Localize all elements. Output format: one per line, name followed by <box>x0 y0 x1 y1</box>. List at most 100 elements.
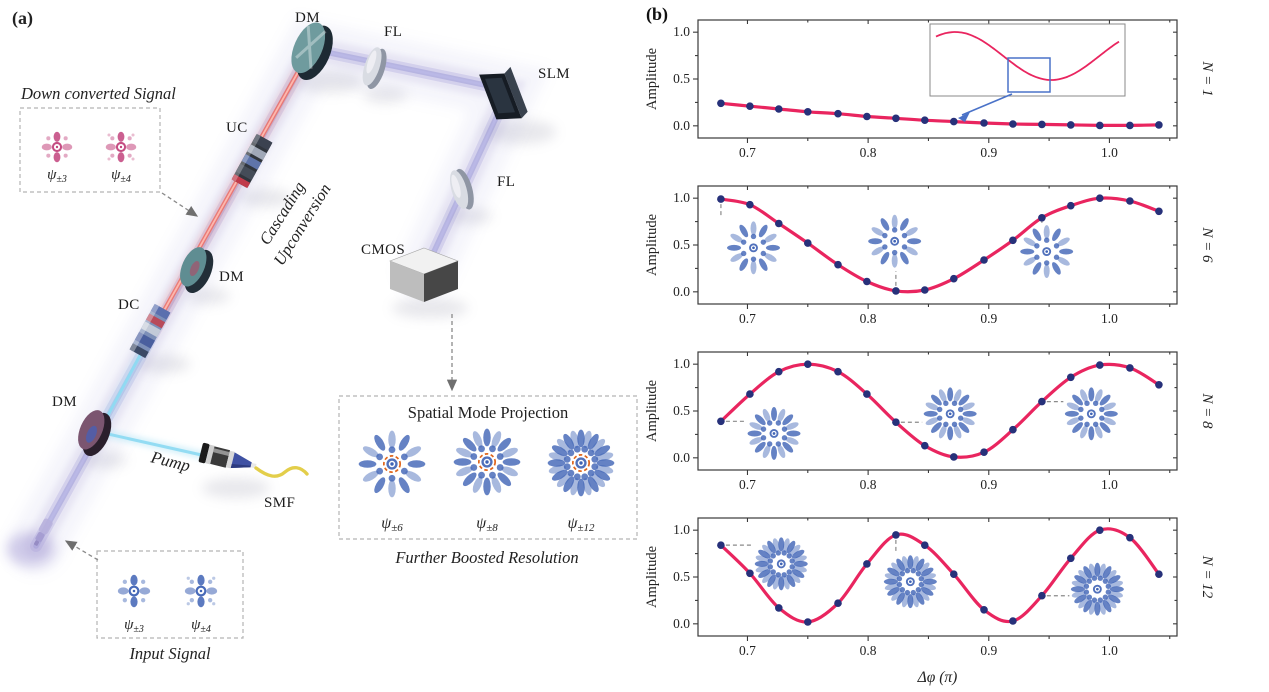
mode-petal <box>782 441 794 453</box>
mode-core-ring <box>481 456 493 468</box>
data-point <box>980 119 988 127</box>
panel-b-plots: (b) 0.7 0.8 0.9 1.0 1.0 0.5 0.0 Amplitude N = 1 … <box>640 0 1269 692</box>
data-point <box>863 112 871 121</box>
x-tick-label: 0.7 <box>739 477 756 492</box>
data-point <box>892 531 900 539</box>
panel-b-label: (b) <box>646 4 668 24</box>
mode-core-ring <box>51 141 63 153</box>
uc-crystal <box>231 133 273 189</box>
mode-petal <box>905 246 918 256</box>
mode-blob <box>1105 589 1112 595</box>
mode-dot <box>189 598 194 603</box>
mode-petal <box>556 438 571 453</box>
mode-petal <box>907 238 922 245</box>
mode-blob <box>899 570 906 577</box>
mode-petal <box>547 459 566 467</box>
cmos-label: CMOS <box>361 242 405 258</box>
mode-petal <box>782 414 794 426</box>
mode-blob <box>496 453 504 460</box>
mode-petal <box>931 422 942 433</box>
mode-blob <box>376 453 384 461</box>
mode-petal <box>750 221 757 236</box>
mode-pattern-dc-psi3 <box>41 131 73 163</box>
mode-petal <box>880 251 890 265</box>
amplitude-axis-label: Amplitude <box>644 214 660 276</box>
mode-petal <box>1052 228 1061 241</box>
data-point <box>1038 591 1046 600</box>
mode-pattern-plot-1 <box>868 214 922 268</box>
mode-blob <box>470 464 478 471</box>
mode-petal <box>594 469 611 481</box>
mode-petal <box>1099 422 1111 433</box>
mode-petal <box>1023 256 1037 266</box>
mode-petal <box>758 549 771 559</box>
mode-petal <box>884 583 899 591</box>
dm-label-bottom: DM <box>52 394 77 410</box>
mode-pattern-in-psi3 <box>117 574 151 608</box>
mode-blob <box>1091 597 1098 603</box>
mode-blob <box>891 227 898 233</box>
mode-core-ring <box>115 141 127 153</box>
arrow-input-to-beam <box>64 540 99 561</box>
psi-label-in-3: ψ±3 <box>124 617 144 635</box>
mode-blob <box>951 400 958 407</box>
mode-blob <box>1084 400 1090 407</box>
mode-petal <box>785 437 799 445</box>
mode-petal <box>563 476 575 493</box>
mode-blob <box>767 558 773 564</box>
data-point <box>834 109 842 118</box>
mode-petal <box>577 478 585 497</box>
mode-petal <box>1094 562 1101 577</box>
mode-petal <box>786 430 801 437</box>
mode-pattern-proj-psi6 <box>358 430 426 498</box>
mode-petal <box>548 465 566 474</box>
mode-blob <box>936 406 943 413</box>
mode-blob <box>1099 415 1105 421</box>
data-point <box>1009 120 1017 128</box>
data-point <box>1126 533 1134 542</box>
x-tick-label: 1.0 <box>1101 643 1118 658</box>
mode-petal <box>900 218 909 231</box>
data-point <box>892 114 900 123</box>
x-axis-label: Δφ (π) <box>917 669 958 686</box>
mode-petal <box>1072 422 1083 433</box>
mode-blob <box>786 553 792 559</box>
data-point <box>1067 554 1075 563</box>
inset-frame <box>929 23 1126 97</box>
y-tick-label: 1.0 <box>673 522 690 537</box>
dm-label-middle: DM <box>219 269 244 285</box>
mode-dot <box>208 598 213 603</box>
mode-lobe <box>117 131 125 142</box>
mode-blob <box>775 572 782 578</box>
inset-zoom-rect <box>1007 57 1051 93</box>
mode-petal <box>925 417 939 426</box>
mode-core-dot <box>579 461 583 465</box>
mode-petal <box>953 425 962 439</box>
mode-blob <box>781 435 788 441</box>
x-tick-label: 0.7 <box>739 643 756 658</box>
mode-dot <box>122 598 127 603</box>
mode-core-dot <box>909 580 912 584</box>
mode-blob <box>882 232 888 239</box>
mode-blob <box>1078 406 1084 413</box>
y-tick-label: 1.0 <box>673 356 690 371</box>
mode-blob <box>918 581 925 588</box>
mode-petal <box>1109 580 1123 588</box>
mode-blob <box>1053 254 1060 260</box>
mode-petal <box>947 426 954 441</box>
mode-dot <box>186 602 190 606</box>
psi-label-dc-3: ψ±3 <box>47 167 67 185</box>
data-point <box>834 599 842 607</box>
mode-blob <box>1097 597 1104 603</box>
mode-blob <box>1083 589 1090 595</box>
data-point <box>1126 197 1134 205</box>
mode-petal <box>868 238 883 245</box>
mode-blob <box>1034 243 1040 249</box>
data-point <box>834 260 842 269</box>
mode-blob <box>760 250 767 257</box>
mode-petal <box>958 422 970 433</box>
mode-blob <box>915 570 922 577</box>
mode-petal <box>749 437 763 445</box>
mode-core-dot <box>1089 412 1093 416</box>
mode-blob <box>904 568 911 574</box>
